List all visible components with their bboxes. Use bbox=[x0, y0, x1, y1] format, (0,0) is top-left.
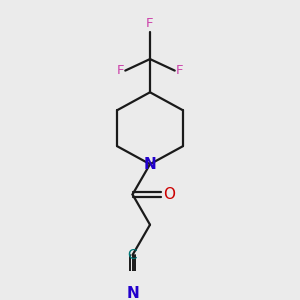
Text: F: F bbox=[176, 64, 183, 77]
Text: F: F bbox=[117, 64, 124, 77]
Text: F: F bbox=[146, 17, 154, 30]
Text: C: C bbox=[128, 248, 137, 262]
Text: O: O bbox=[163, 187, 175, 202]
Text: N: N bbox=[126, 286, 139, 300]
Text: N: N bbox=[144, 157, 156, 172]
